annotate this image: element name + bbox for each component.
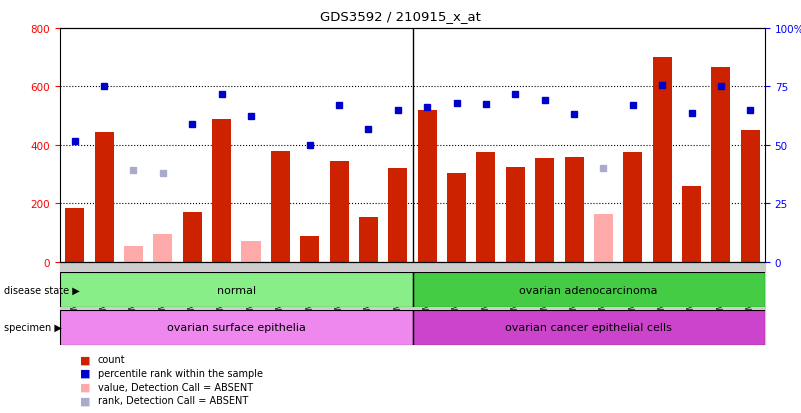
Bar (124, 246, 143, 262)
Bar (417, 111, 437, 262)
Bar (735, 262, 765, 344)
Bar (271, 152, 290, 262)
Bar (530, 262, 559, 344)
Bar (682, 186, 701, 262)
Bar (241, 242, 260, 262)
Bar (741, 131, 760, 262)
Bar (354, 262, 383, 344)
Text: GDS3592 / 210915_x_at: GDS3592 / 210915_x_at (320, 10, 481, 23)
Bar (65, 208, 84, 262)
Bar (706, 262, 735, 344)
Bar (447, 173, 466, 262)
Text: percentile rank within the sample: percentile rank within the sample (98, 368, 263, 378)
Bar (60, 262, 90, 344)
Bar (501, 262, 530, 344)
Bar (413, 273, 765, 308)
Bar (236, 262, 266, 344)
Bar (153, 235, 172, 262)
Text: ovarian surface epithelia: ovarian surface epithelia (167, 322, 306, 332)
Bar (505, 167, 525, 262)
Bar (300, 236, 320, 262)
Bar (388, 169, 408, 262)
Bar (207, 262, 236, 344)
Text: rank, Detection Call = ABSENT: rank, Detection Call = ABSENT (98, 395, 248, 405)
Bar (594, 214, 613, 262)
Text: ■: ■ (80, 368, 91, 378)
Bar (119, 262, 148, 344)
Bar (565, 157, 584, 262)
Bar (183, 213, 202, 262)
Text: specimen ▶: specimen ▶ (4, 322, 62, 332)
Bar (647, 262, 677, 344)
Bar (295, 262, 324, 344)
Text: value, Detection Call = ABSENT: value, Detection Call = ABSENT (98, 382, 253, 392)
Text: ■: ■ (80, 382, 91, 392)
Bar (60, 273, 413, 308)
Bar (90, 262, 119, 344)
Bar (324, 262, 354, 344)
Bar (329, 161, 348, 262)
Bar (535, 159, 554, 262)
Text: ovarian adenocarcinoma: ovarian adenocarcinoma (520, 285, 658, 295)
Bar (178, 262, 207, 344)
Bar (95, 133, 114, 262)
Bar (60, 310, 413, 345)
Bar (471, 262, 501, 344)
Bar (711, 68, 731, 262)
Text: ovarian cancer epithelial cells: ovarian cancer epithelial cells (505, 322, 672, 332)
Bar (212, 119, 231, 262)
Bar (442, 262, 471, 344)
Bar (589, 262, 618, 344)
Bar (623, 153, 642, 262)
Text: normal: normal (217, 285, 256, 295)
Bar (266, 262, 295, 344)
Text: ■: ■ (80, 354, 91, 364)
Bar (359, 217, 378, 262)
Bar (148, 262, 178, 344)
Bar (677, 262, 706, 344)
Bar (618, 262, 647, 344)
Bar (383, 262, 413, 344)
Bar (559, 262, 589, 344)
Bar (413, 262, 442, 344)
Bar (477, 153, 496, 262)
Bar (413, 310, 765, 345)
Text: count: count (98, 354, 125, 364)
Text: ■: ■ (80, 395, 91, 405)
Text: disease state ▶: disease state ▶ (4, 285, 80, 295)
Bar (653, 58, 672, 262)
